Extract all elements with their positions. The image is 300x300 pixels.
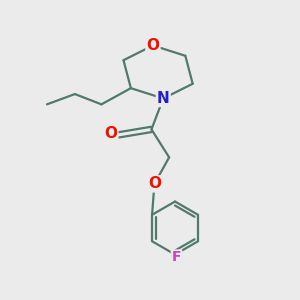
Text: N: N [157,91,169,106]
Text: F: F [172,250,181,265]
Text: O: O [104,126,117,141]
Text: O: O [146,38,159,53]
Text: O: O [148,176,161,191]
